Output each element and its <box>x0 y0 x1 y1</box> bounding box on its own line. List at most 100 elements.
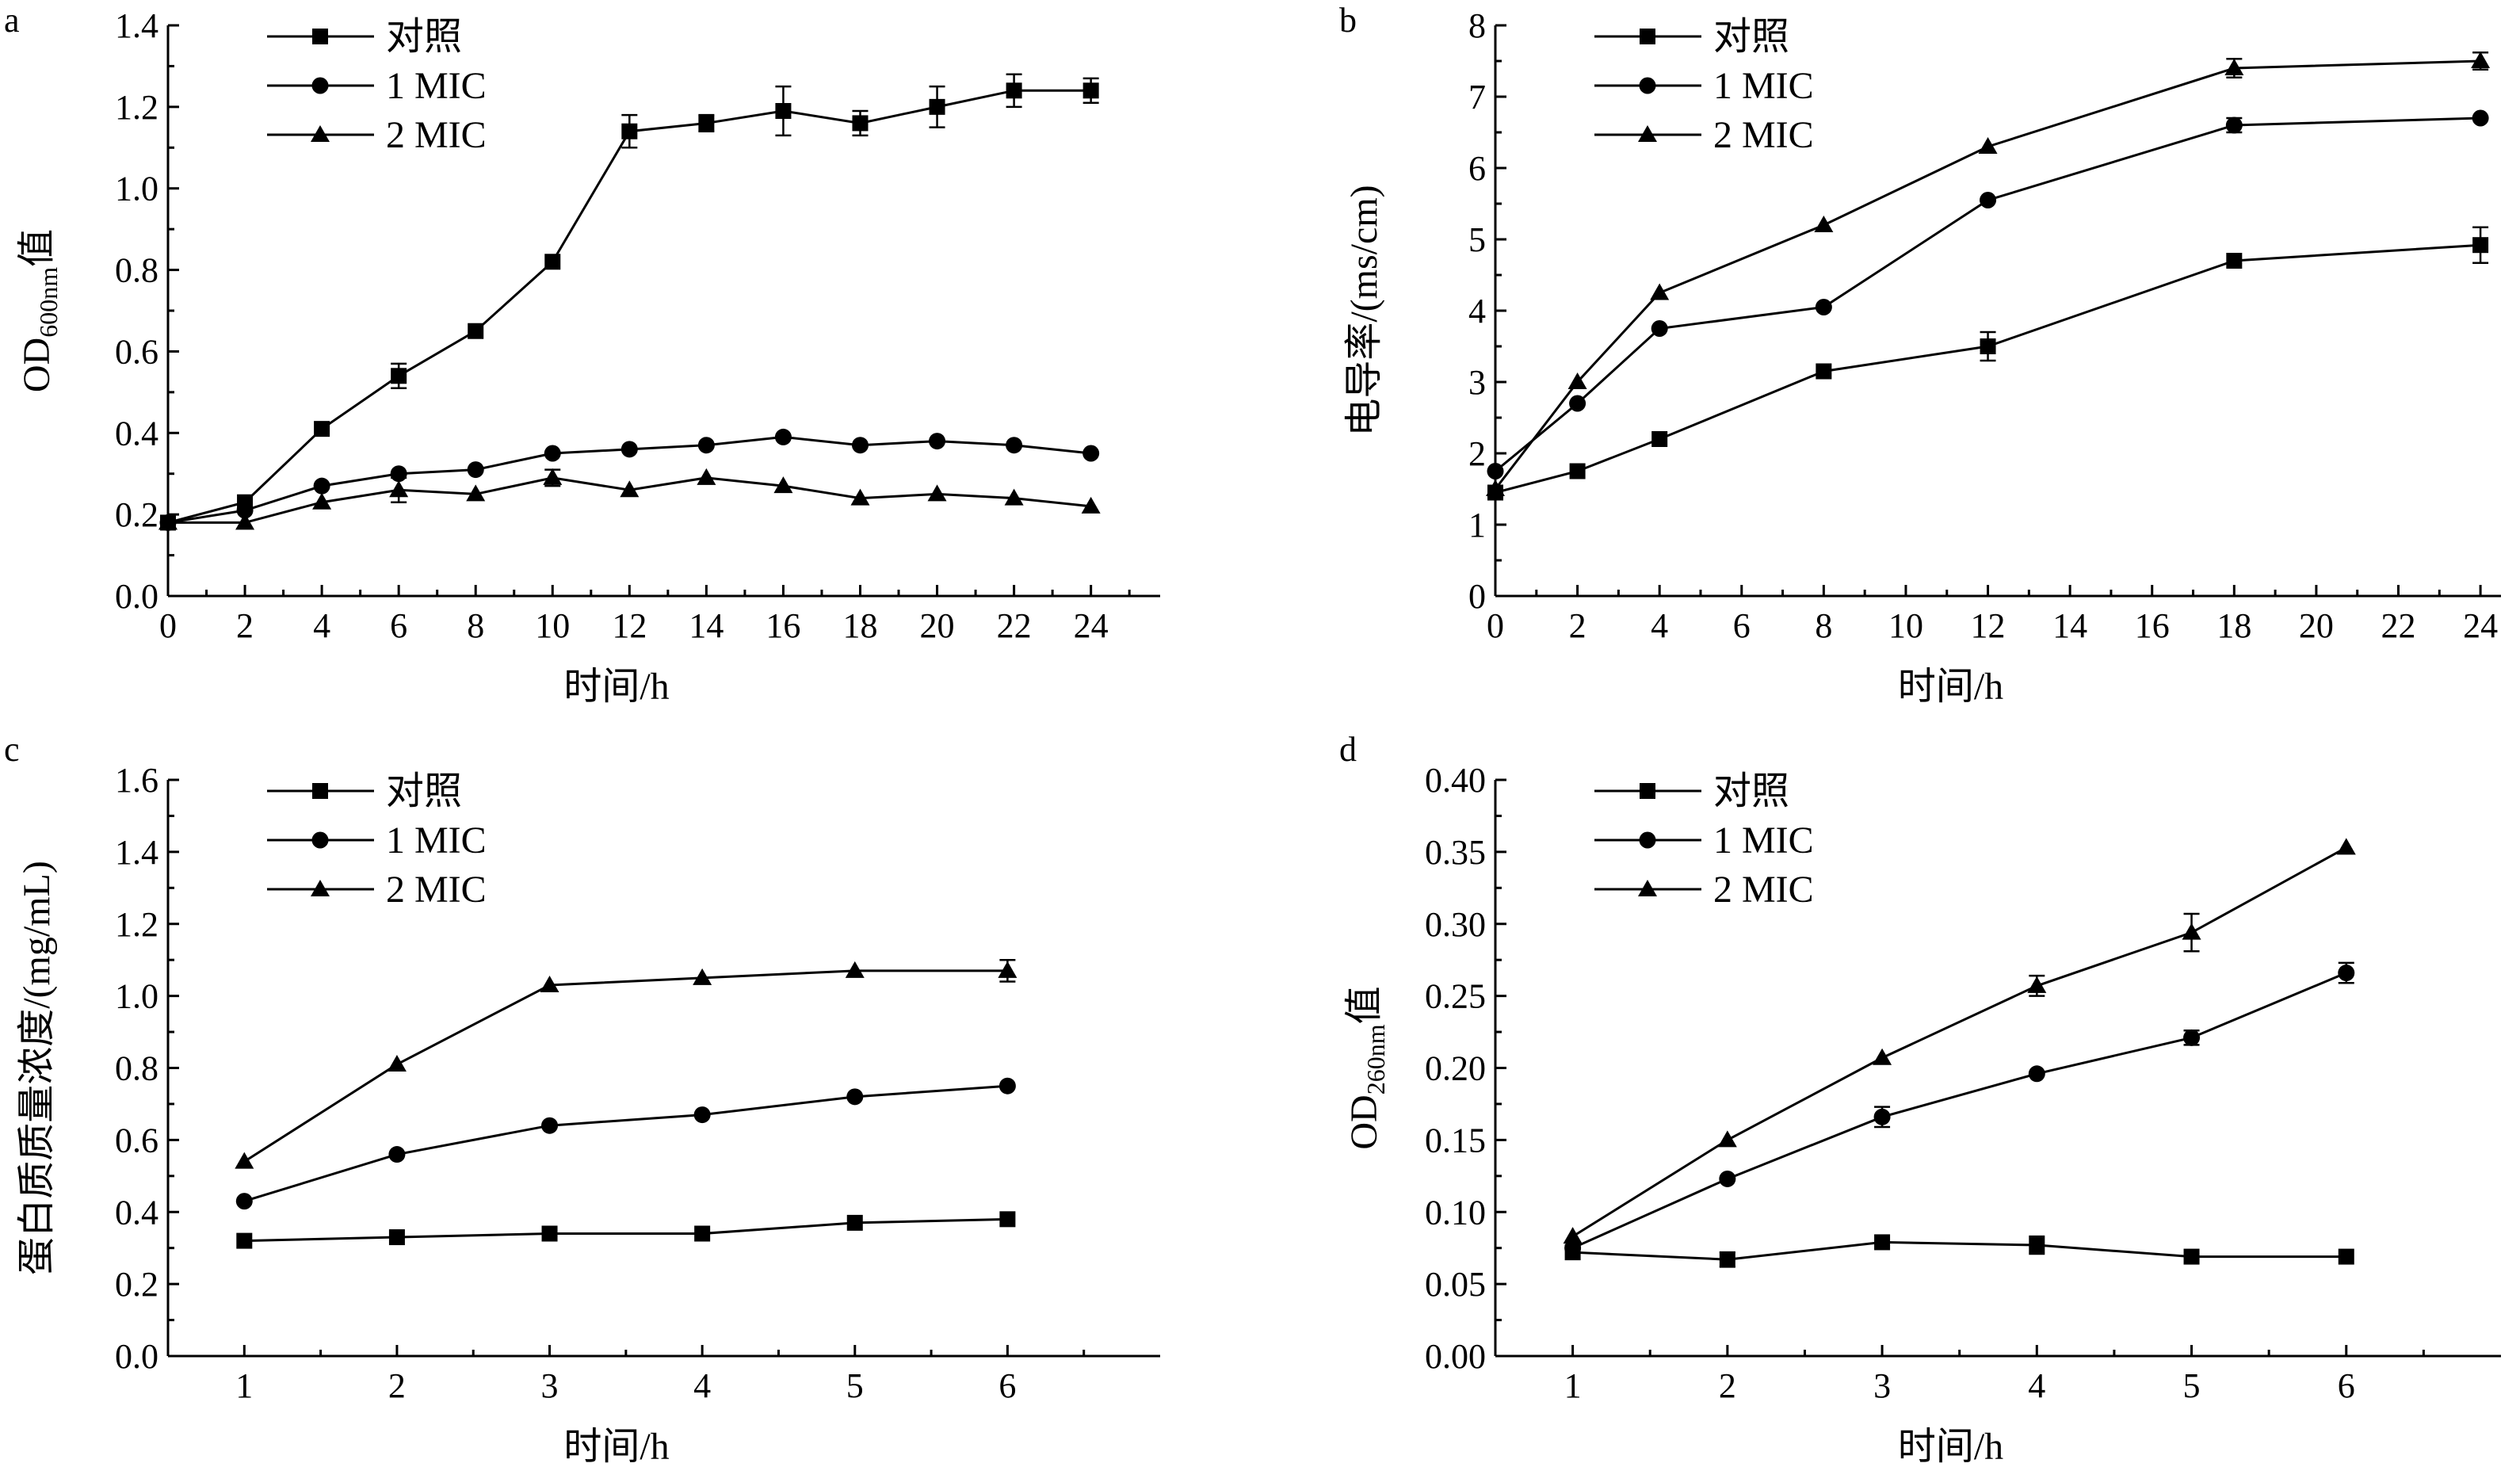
data-point <box>235 1152 254 1169</box>
x-axis-title: 时间/h <box>1898 1426 2003 1467</box>
data-point <box>391 368 407 384</box>
y-tick-label: 0.2 <box>115 495 158 534</box>
y-tick-label: 0 <box>1468 577 1486 616</box>
x-tick-label: 16 <box>2135 606 2170 645</box>
x-tick-label: 2 <box>1569 606 1586 645</box>
data-point <box>621 123 638 139</box>
y-tick-label: 0.30 <box>1425 905 1486 944</box>
x-tick-label: 14 <box>2052 606 2087 645</box>
y-tick-label: 1.2 <box>115 88 158 127</box>
data-point <box>2338 965 2355 982</box>
series-1 <box>160 73 1099 531</box>
x-tick-label: 6 <box>390 606 407 645</box>
legend-marker <box>311 77 329 94</box>
legend-marker <box>1639 831 1656 849</box>
y-tick-label: 6 <box>1468 149 1486 188</box>
y-tick-label: 1.6 <box>115 761 158 800</box>
data-point <box>1569 463 1586 479</box>
x-tick-label: 2 <box>388 1366 406 1405</box>
data-point <box>2338 1248 2354 1265</box>
series-line <box>167 89 1091 524</box>
data-point <box>1487 463 1504 479</box>
x-tick-label: 4 <box>2028 1366 2045 1405</box>
series-3 <box>235 958 1018 1169</box>
y-tick-label: 0.0 <box>115 1337 158 1376</box>
y-tick-label: 1.4 <box>115 833 158 872</box>
data-point <box>2028 1065 2045 1083</box>
data-point <box>388 1229 405 1246</box>
series-line <box>1495 243 2481 494</box>
data-point <box>466 484 486 502</box>
data-point <box>1563 1227 1583 1244</box>
data-point <box>1650 283 1670 300</box>
data-point <box>1564 1240 1582 1257</box>
y-tick-label: 0.8 <box>115 1049 158 1088</box>
data-point <box>2472 237 2489 254</box>
x-tick-label: 16 <box>766 606 800 645</box>
legend-marker <box>312 783 328 799</box>
y-tick-label: 1.2 <box>115 905 158 944</box>
x-tick-label: 6 <box>2338 1366 2355 1405</box>
x-tick-label: 0 <box>159 606 177 645</box>
data-point <box>2224 59 2244 75</box>
data-point <box>1980 192 1997 208</box>
legend-label: 2 MIC <box>386 869 487 911</box>
legend-label: 对照 <box>386 16 462 58</box>
x-tick-label: 1 <box>1564 1366 1582 1405</box>
panel-letter: c <box>4 730 20 769</box>
series-2 <box>159 428 1100 531</box>
data-point <box>236 502 254 519</box>
data-point <box>852 115 869 132</box>
data-point <box>697 468 716 485</box>
data-point <box>999 1211 1016 1228</box>
y-axis-title-suffix: 值 <box>1343 986 1385 1024</box>
x-tick-label: 2 <box>1719 1366 1736 1405</box>
legend-marker <box>312 29 328 44</box>
panel-a: a0.00.20.40.60.81.01.21.40 2 4 6 8 10 12 14 16 18… <box>4 1 1160 708</box>
y-tick-label: 1.4 <box>115 6 158 45</box>
y-tick-label: 7 <box>1468 78 1486 117</box>
y-tick-label: 3 <box>1468 363 1486 402</box>
data-point <box>620 441 638 458</box>
y-axis-title: 电导率/(ms/cm) <box>1343 185 1385 436</box>
data-point <box>1719 1170 1736 1187</box>
y-tick-label: 0.20 <box>1425 1049 1486 1088</box>
data-point <box>1567 372 1587 389</box>
legend-marker <box>1638 880 1657 896</box>
y-tick-label: 0.4 <box>115 1193 158 1232</box>
data-point <box>236 1232 253 1249</box>
data-point <box>1569 395 1586 412</box>
legend-label: 对照 <box>386 770 462 812</box>
y-tick-label: 0.4 <box>115 414 158 453</box>
data-point <box>1006 437 1023 454</box>
data-point <box>1815 299 1832 315</box>
legend-label: 2 MIC <box>386 114 487 156</box>
data-point <box>697 437 715 454</box>
y-tick-label: 0.8 <box>115 251 158 290</box>
y-tick-label: 0.40 <box>1425 761 1486 800</box>
x-tick-label: 0 <box>1487 606 1504 645</box>
data-point <box>846 1214 863 1231</box>
y-tick-label: 4 <box>1468 292 1486 330</box>
data-point <box>1486 479 1505 496</box>
legend-marker <box>1638 125 1657 142</box>
series-line <box>1572 1240 2346 1261</box>
x-tick-label: 22 <box>997 606 1032 645</box>
x-tick-label: 20 <box>2299 606 2334 645</box>
x-tick-label: 6 <box>1733 606 1751 645</box>
legend-marker <box>311 880 330 896</box>
data-point <box>1719 1251 1735 1268</box>
data-point <box>929 98 945 115</box>
y-axis-title-subscript: 600nm <box>34 267 63 338</box>
x-tick-label: 8 <box>1815 606 1832 645</box>
y-axis-title-main: OD <box>16 338 58 392</box>
legend-label: 1 MIC <box>386 65 487 107</box>
x-tick-label: 5 <box>2183 1366 2201 1405</box>
data-point <box>2336 838 2356 855</box>
data-point <box>845 961 865 978</box>
x-tick-label: 3 <box>541 1366 559 1405</box>
x-tick-label: 18 <box>2216 606 2251 645</box>
data-point <box>1816 363 1832 380</box>
y-tick-label: 0.0 <box>115 577 158 616</box>
data-point <box>1814 216 1834 232</box>
